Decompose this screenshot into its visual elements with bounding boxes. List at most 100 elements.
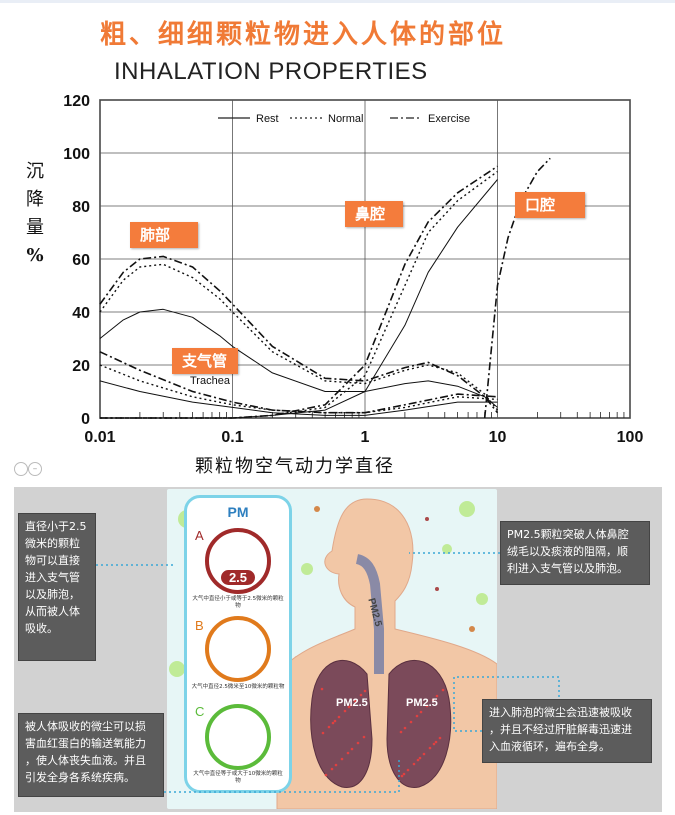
lung-particle-dot bbox=[351, 748, 354, 751]
lung-particle-dot bbox=[325, 774, 328, 777]
lung-particle-dot bbox=[360, 694, 363, 697]
y-tick-label: 80 bbox=[72, 199, 90, 216]
x-tick-label: 1 bbox=[361, 429, 370, 446]
pm-desc-b: 大气中直径2.5微米至10微米的颗粒物 bbox=[191, 684, 285, 691]
x-tick-label: 0.1 bbox=[221, 429, 243, 446]
legend-label: Rest bbox=[256, 113, 279, 125]
note-nasal-breach: PM2.5颗粒突破人体鼻腔 绒毛以及痰液的阻隔，顺 利进入支气管以及肺泡。 bbox=[500, 521, 650, 585]
lung-particle-dot bbox=[400, 731, 403, 734]
lung-particle-dot bbox=[442, 689, 445, 692]
lung-label-left: PM2.5 bbox=[336, 697, 368, 709]
lung-particle-dot bbox=[401, 775, 404, 778]
note-line: 直径小于2.5 bbox=[25, 518, 89, 535]
lung-particle-dot bbox=[338, 716, 341, 719]
particle-dot bbox=[469, 626, 475, 632]
lung-particle-dot bbox=[335, 764, 338, 767]
pm-value-c: 10+ bbox=[209, 744, 267, 759]
y-axis-label: 沉 降 量 % bbox=[22, 158, 48, 270]
lung-particle-dot bbox=[407, 769, 410, 772]
inhalation-chart: 0204060801001200.01 0.1 1 10 100Rest Normal Ex… bbox=[0, 88, 675, 448]
note-line: 以及肺泡， bbox=[25, 586, 89, 603]
lung-particle-dot bbox=[439, 737, 442, 740]
circle-icon bbox=[14, 462, 28, 476]
lung-particle-dot bbox=[322, 732, 325, 735]
lung-particle-dot bbox=[363, 736, 366, 739]
note-line: 从而被人体 bbox=[25, 603, 89, 620]
y-tick-label: 20 bbox=[72, 358, 90, 375]
x-tick-label: 10 bbox=[489, 429, 507, 446]
note-line: 进入肺泡的微尘会迅速被吸收 bbox=[489, 704, 645, 721]
lung-particle-dot bbox=[410, 721, 413, 724]
lung-label-right: PM2.5 bbox=[406, 697, 438, 709]
x-tick-label: 0.01 bbox=[84, 429, 115, 446]
y-tick-label: 100 bbox=[63, 146, 90, 163]
note-line: 物可以直接 bbox=[25, 552, 89, 569]
y-axis-label-char: % bbox=[22, 242, 48, 270]
y-axis-label-char: 量 bbox=[22, 214, 48, 242]
pm-title: PM bbox=[187, 504, 289, 520]
pm-legend-box: PM A 2.5 大气中直径小于或等于2.5微米的颗粒物 B 2.5~10 大气… bbox=[184, 495, 292, 793]
lung-particle-dot bbox=[404, 727, 407, 730]
particle-dot bbox=[459, 501, 475, 517]
lung-particle-dot bbox=[364, 690, 367, 693]
lung-particle-dot bbox=[341, 758, 344, 761]
chart-heading: INHALATION PROPERTIES bbox=[114, 58, 428, 86]
pm-value-b: 2.5~10 bbox=[209, 640, 267, 655]
note-line: 被人体吸收的微尘可以损 bbox=[25, 718, 157, 735]
lung-particle-dot bbox=[429, 747, 432, 750]
legend-label: Exercise bbox=[428, 113, 470, 125]
region-label-lung: 肺部 bbox=[130, 222, 198, 248]
lung-particle-dot bbox=[347, 752, 350, 755]
lung-particle-dot bbox=[420, 711, 423, 714]
pm-letter-a: A bbox=[195, 528, 204, 543]
region-label-mouth: 口腔 bbox=[515, 192, 585, 218]
pm-desc-c: 大气中直径等于或大于10微米的颗粒物 bbox=[191, 771, 285, 785]
note-bloodstream: 进入肺泡的微尘会迅速被吸收 ，并且不经过肝脏解毒迅速进 入血液循环，遍布全身。 bbox=[482, 699, 652, 763]
y-axis-label-char: 沉 bbox=[22, 158, 48, 186]
lung-particle-dot bbox=[419, 757, 422, 760]
lung-particle-dot bbox=[332, 722, 335, 725]
pm-desc-a: 大气中直径小于或等于2.5微米的颗粒物 bbox=[191, 596, 285, 610]
pm-circle-b: 2.5~10 bbox=[205, 616, 271, 682]
note-direct-absorption: 直径小于2.5 微米的颗粒 物可以直接 进入支气管 以及肺泡， 从而被人体 吸收… bbox=[18, 513, 96, 661]
pm-letter-c: C bbox=[195, 704, 204, 719]
particle-dot bbox=[169, 661, 185, 677]
note-line: 害血红蛋白的输送氧能力 bbox=[25, 735, 157, 752]
y-axis-label-char: 降 bbox=[22, 186, 48, 214]
lung-particle-dot bbox=[321, 688, 324, 691]
note-line: 入血液循环，遍布全身。 bbox=[489, 738, 645, 755]
note-blood-damage: 被人体吸收的微尘可以损 害血红蛋白的输送氧能力 ，使人体丧失血液。并且 引发全身… bbox=[18, 713, 164, 797]
lung-particle-dot bbox=[331, 768, 334, 771]
trachea-label: Trachea bbox=[190, 375, 230, 387]
note-line: 引发全身各系统疾病。 bbox=[25, 769, 157, 786]
note-line: 吸收。 bbox=[25, 620, 89, 637]
note-line: 进入支气管 bbox=[25, 569, 89, 586]
infographic: PM A 2.5 大气中直径小于或等于2.5微米的颗粒物 B 2.5~10 大气… bbox=[14, 487, 662, 812]
lung-particle-dot bbox=[413, 763, 416, 766]
pm-value-a: 2.5 bbox=[221, 570, 255, 585]
legend-label: Normal bbox=[328, 113, 363, 125]
page-title: 粗、细细颗粒物进入人体的部位 bbox=[100, 14, 506, 51]
lung-particle-dot bbox=[416, 715, 419, 718]
y-tick-label: 40 bbox=[72, 305, 90, 322]
lung-particle-dot bbox=[357, 742, 360, 745]
y-tick-label: 60 bbox=[72, 252, 90, 269]
note-line: ，使人体丧失血液。并且 bbox=[25, 752, 157, 769]
region-label-nasal: 鼻腔 bbox=[345, 201, 403, 227]
note-line: 利进入支气管以及肺泡。 bbox=[507, 560, 643, 577]
particle-dot bbox=[476, 593, 488, 605]
x-axis-label: 颗粒物空气动力学直径 bbox=[195, 452, 395, 478]
note-line: 微米的颗粒 bbox=[25, 535, 89, 552]
note-line: 绒毛以及痰液的阻隔，顺 bbox=[507, 543, 643, 560]
top-bar bbox=[0, 0, 675, 3]
lung-particle-dot bbox=[433, 743, 436, 746]
lung-particle-dot bbox=[417, 759, 420, 762]
lung-particle-dot bbox=[423, 753, 426, 756]
x-tick-label: 100 bbox=[617, 429, 644, 446]
particle-dot bbox=[435, 587, 439, 591]
note-line: ，并且不经过肝脏解毒迅速进 bbox=[489, 721, 645, 738]
minus-icon: – bbox=[28, 462, 42, 476]
particle-dot bbox=[301, 563, 313, 575]
lung-particle-dot bbox=[334, 720, 337, 723]
y-tick-label: 120 bbox=[63, 93, 90, 110]
